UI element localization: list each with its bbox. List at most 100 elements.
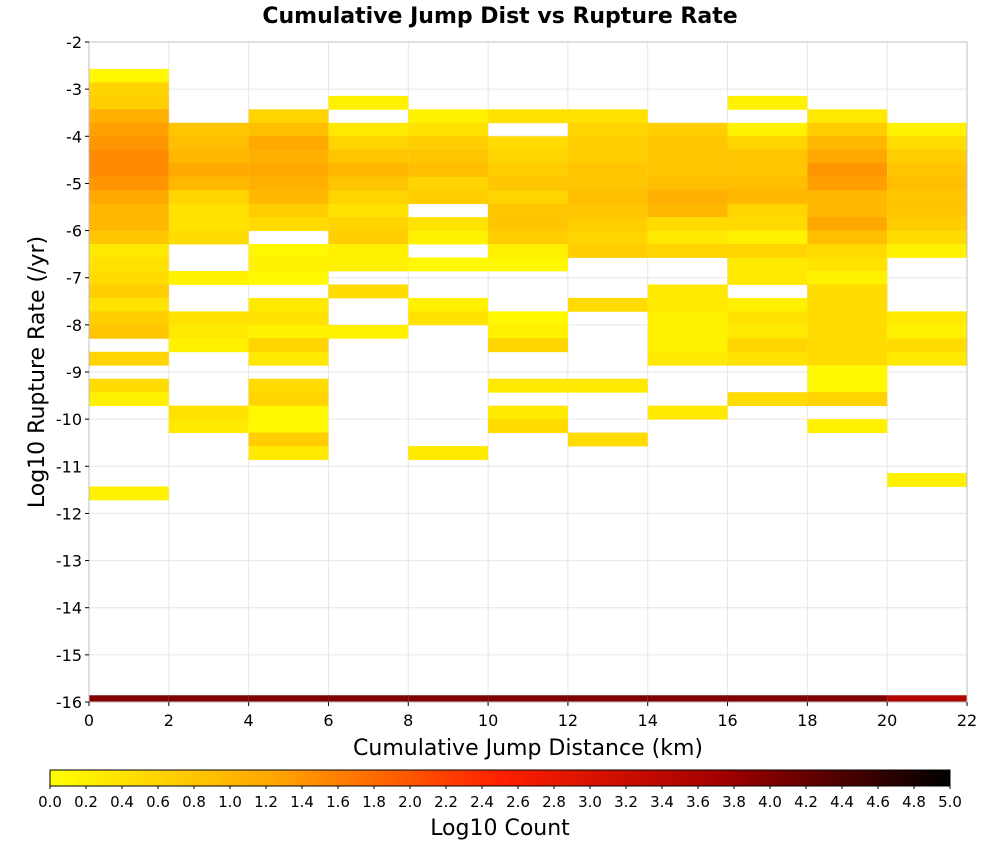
x-tick-label: 0 [84,711,94,730]
heatmap-cell [328,324,409,339]
heatmap-cell [248,149,329,164]
heatmap-cell [488,244,568,258]
heatmap-cell [727,244,808,258]
heatmap-cell [647,163,728,178]
heatmap-cell [727,297,808,312]
y-tick-label: -7 [66,269,82,288]
heatmap-cell [248,244,329,258]
heatmap-cell [887,695,967,702]
heatmap-cell [248,163,329,178]
heatmap-cell [488,190,568,205]
colorbar-tick-label: 0.2 [74,793,98,811]
colorbar-tick-label: 1.4 [290,793,314,811]
y-tick-label: -12 [56,504,82,523]
heatmap-cell [887,230,967,245]
heatmap-cell [89,217,169,231]
heatmap-cell [248,405,329,420]
heatmap-cell [408,695,489,702]
heatmap-cell [567,176,648,191]
heatmap-cell [807,230,888,245]
heatmap-cell [488,136,568,151]
heatmap-cell [328,95,409,110]
y-tick-label: -15 [56,646,82,665]
heatmap-cell [408,230,489,245]
colorbar-tick-label: 0.0 [38,793,62,811]
heatmap-cell [887,244,967,258]
heatmap-cell [647,338,728,353]
heatmap-cell [89,486,169,501]
heatmap-cell [408,446,489,460]
heatmap-cell [89,244,169,258]
heatmap-cell [488,149,568,164]
y-tick-label: -6 [66,222,82,241]
heatmap-cell [248,122,329,137]
x-axis-ticks: 0 2 4 6 8 10 12 14 16 18 20 22 [84,702,977,730]
heatmap-cell [887,338,967,353]
heatmap-cell [168,419,249,434]
heatmap-cell [727,351,808,366]
heatmap-cell [408,109,489,124]
colorbar-tick-label: 2.2 [434,793,458,811]
heatmap-cell [807,176,888,191]
y-tick-label: -3 [66,80,82,99]
heatmap-cell [647,176,728,191]
heatmap-cell [647,311,728,326]
heatmap-cell [488,324,568,339]
heatmap-cell [488,311,568,326]
heatmap-cell [248,203,329,218]
heatmap-cell [727,392,808,407]
heatmap-cell [727,324,808,339]
y-tick-label: -14 [56,599,82,618]
heatmap-cell [567,217,648,231]
heatmap-cell [647,324,728,339]
heatmap-cell [89,68,169,83]
heatmap-cell [89,378,169,393]
heatmap-cell [408,297,489,312]
heatmap-cell [248,270,329,285]
heatmap-cell [408,136,489,151]
heatmap-cell [488,230,568,245]
heatmap-cell [567,432,648,447]
heatmap-cell [89,136,169,151]
heatmap-cell [248,136,329,151]
heatmap-cell [328,284,409,299]
colorbar-tick-label: 0.8 [182,793,206,811]
heatmap-cell [248,392,329,407]
heatmap-cell [887,176,967,191]
heatmap-cell [89,230,169,245]
heatmap-cell [488,217,568,231]
x-tick-label: 12 [558,711,578,730]
y-tick-label: -9 [66,363,82,382]
y-tick-label: -13 [56,552,82,571]
heatmap-cell [807,695,888,702]
heatmap-cell [727,149,808,164]
heatmap-cell [647,695,728,702]
colorbar-tick-label: 4.2 [794,793,818,811]
x-tick-label: 18 [797,711,817,730]
heatmap-cell [408,163,489,178]
x-tick-label: 22 [957,711,977,730]
heatmap-cell [168,230,249,245]
heatmap-cell [248,695,329,702]
colorbar-tick-label: 5.0 [938,793,962,811]
y-axis-ticks: -2 -3 -4 -5 -6 -7 -8 -9 -10 -11 -12 -13 -14 -15 -16 [56,33,89,712]
heatmap-cell [727,257,808,272]
heatmap-cell [248,190,329,205]
heatmap-cell [328,149,409,164]
colorbar-tick-label: 3.4 [650,793,674,811]
heatmap-cell [807,365,888,380]
heatmap-cell [567,230,648,245]
y-tick-label: -10 [56,410,82,429]
heatmap-cell [168,270,249,285]
heatmap-cell [567,378,648,393]
heatmap-cell [328,230,409,245]
heatmap-cell [328,257,409,272]
heatmap-cell [488,257,568,272]
heatmap-cell [89,149,169,164]
heatmap-cell [248,419,329,434]
heatmap-cell [89,311,169,326]
y-axis-label: Log10 Rupture Rate (/yr) [25,236,50,508]
heatmap-cell [807,122,888,137]
heatmap-cell [89,190,169,205]
